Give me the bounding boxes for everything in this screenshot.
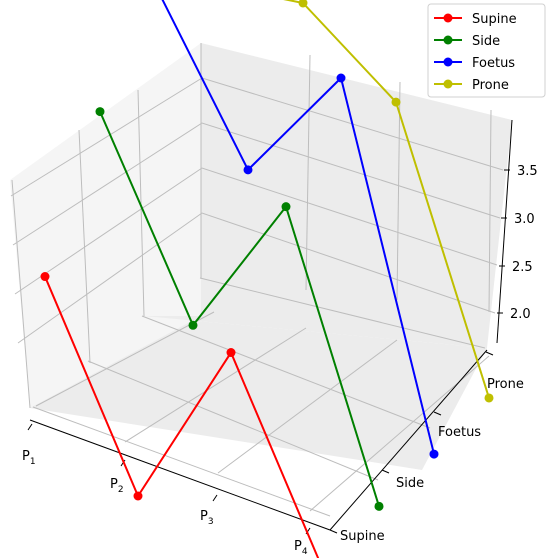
wall-grid-x-0 bbox=[11, 179, 31, 409]
data-point bbox=[391, 97, 401, 107]
legend-label: Foetus bbox=[472, 56, 515, 71]
data-point bbox=[133, 491, 143, 501]
grid-line-y-3 bbox=[199, 277, 486, 349]
x-tick-mark-2 bbox=[212, 494, 218, 502]
data-point bbox=[429, 449, 439, 459]
legend-entry-supine: Supine bbox=[434, 12, 517, 27]
y-tick-mark-2 bbox=[433, 411, 442, 416]
y-axis-ticks: Supine Side Foetus Prone bbox=[329, 351, 524, 544]
data-point bbox=[484, 393, 494, 403]
grid-line-z-1 bbox=[14, 167, 498, 295]
data-point bbox=[298, 0, 308, 8]
wall-grid-y-2 bbox=[488, 109, 492, 313]
grid-line-x-2 bbox=[217, 339, 398, 474]
series-side bbox=[95, 107, 384, 511]
z-tick-label: 3.5 bbox=[517, 164, 538, 179]
legend-marker bbox=[443, 57, 453, 67]
z-tick-label: 2.5 bbox=[512, 260, 533, 275]
y-tick-label: Supine bbox=[340, 529, 385, 544]
data-point bbox=[40, 272, 50, 282]
z-axis-line bbox=[496, 119, 513, 344]
legend-label: Prone bbox=[472, 78, 509, 93]
grid-line-y-1 bbox=[87, 360, 379, 481]
grid-line-x-0 bbox=[35, 311, 215, 407]
wall-grid-y-0 bbox=[305, 54, 311, 291]
pane-floor bbox=[30, 316, 487, 470]
legend-entry-side: Side bbox=[434, 34, 500, 49]
series-line bbox=[161, 0, 435, 455]
y-tick-mark-0 bbox=[329, 529, 338, 534]
x-tick-mark-0 bbox=[27, 423, 33, 431]
z-tick-label: 3.0 bbox=[514, 212, 535, 227]
series-prone bbox=[283, 0, 494, 403]
series-supine bbox=[40, 272, 320, 558]
data-point bbox=[281, 202, 291, 212]
data-point bbox=[226, 348, 236, 358]
y-tick-label: Side bbox=[396, 476, 424, 491]
x-tick-label: P1 bbox=[22, 449, 36, 467]
legend-marker bbox=[443, 13, 453, 23]
grid-line-z-0 bbox=[17, 212, 496, 344]
x-tick-label: P3 bbox=[200, 509, 214, 527]
z-axis-ticks: 2.0 2.5 3.0 3.5 bbox=[497, 164, 538, 322]
wall-grid-x-2 bbox=[137, 89, 145, 317]
series-line bbox=[283, 0, 490, 399]
legend-box bbox=[427, 3, 546, 98]
series bbox=[40, 0, 494, 558]
series-foetus bbox=[161, 0, 439, 459]
legend: Supine Side Foetus Prone bbox=[427, 3, 546, 98]
x-axis-ticks: P1 P2 P3 P4 bbox=[22, 423, 311, 557]
wall-grid-x-1 bbox=[78, 129, 91, 364]
x-axis-line bbox=[29, 419, 331, 531]
z-tick-label: 2.0 bbox=[510, 307, 531, 322]
data-point bbox=[188, 320, 198, 330]
y-tick-label: Foetus bbox=[438, 425, 481, 440]
data-point bbox=[374, 501, 384, 511]
data-point bbox=[95, 107, 105, 117]
series-line bbox=[99, 111, 380, 507]
data-point bbox=[243, 165, 253, 175]
y-axis-line bbox=[329, 349, 488, 531]
y-tick-label: Prone bbox=[487, 377, 524, 392]
y-tick-mark-1 bbox=[381, 469, 390, 474]
legend-label: Supine bbox=[472, 12, 517, 27]
x-tick-label: P2 bbox=[110, 477, 124, 495]
grid-line-y-0 bbox=[32, 406, 331, 517]
legend-marker bbox=[443, 79, 453, 89]
x-tick-label: P4 bbox=[294, 539, 308, 557]
grid-line-y-2 bbox=[141, 315, 431, 429]
grid-line-x-1 bbox=[124, 327, 307, 443]
wall-grid-y-1 bbox=[396, 81, 401, 301]
legend-entry-prone: Prone bbox=[434, 78, 509, 93]
grid-line-z-2 bbox=[12, 122, 501, 246]
data-point bbox=[336, 73, 346, 83]
y-tick-mark-3 bbox=[485, 351, 494, 356]
series-line bbox=[44, 276, 320, 558]
legend-label: Side bbox=[472, 34, 500, 49]
legend-entry-foetus: Foetus bbox=[434, 56, 515, 71]
axes bbox=[29, 119, 513, 531]
legend-marker bbox=[443, 35, 453, 45]
